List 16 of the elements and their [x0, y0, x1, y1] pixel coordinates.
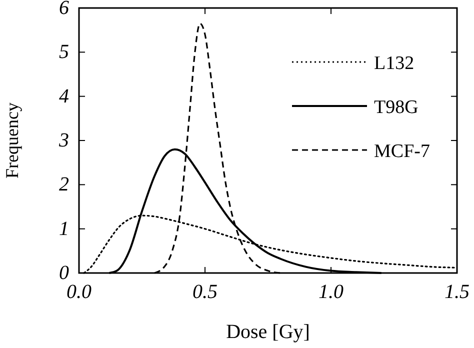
x-axis-title: Dose [Gy] [226, 321, 310, 343]
legend-label: T98G [374, 97, 419, 118]
x-tick-label: 1.5 [444, 281, 470, 303]
y-tick-label: 0 [59, 262, 69, 284]
y-tick-label: 5 [59, 41, 69, 64]
y-tick-label: 2 [59, 174, 69, 196]
y-tick-label: 4 [59, 85, 69, 108]
legend-label: L132 [374, 53, 414, 74]
legend-label: MCF-7 [374, 141, 430, 162]
y-axis-title: Frequency [2, 102, 22, 178]
x-tick-label: 1.0 [318, 281, 344, 303]
y-tick-label: 6 [59, 0, 69, 19]
x-tick-label: 0.0 [66, 281, 92, 303]
x-tick-label: 0.5 [192, 281, 218, 303]
y-tick-label: 3 [58, 130, 69, 152]
y-tick-label: 1 [59, 218, 69, 240]
